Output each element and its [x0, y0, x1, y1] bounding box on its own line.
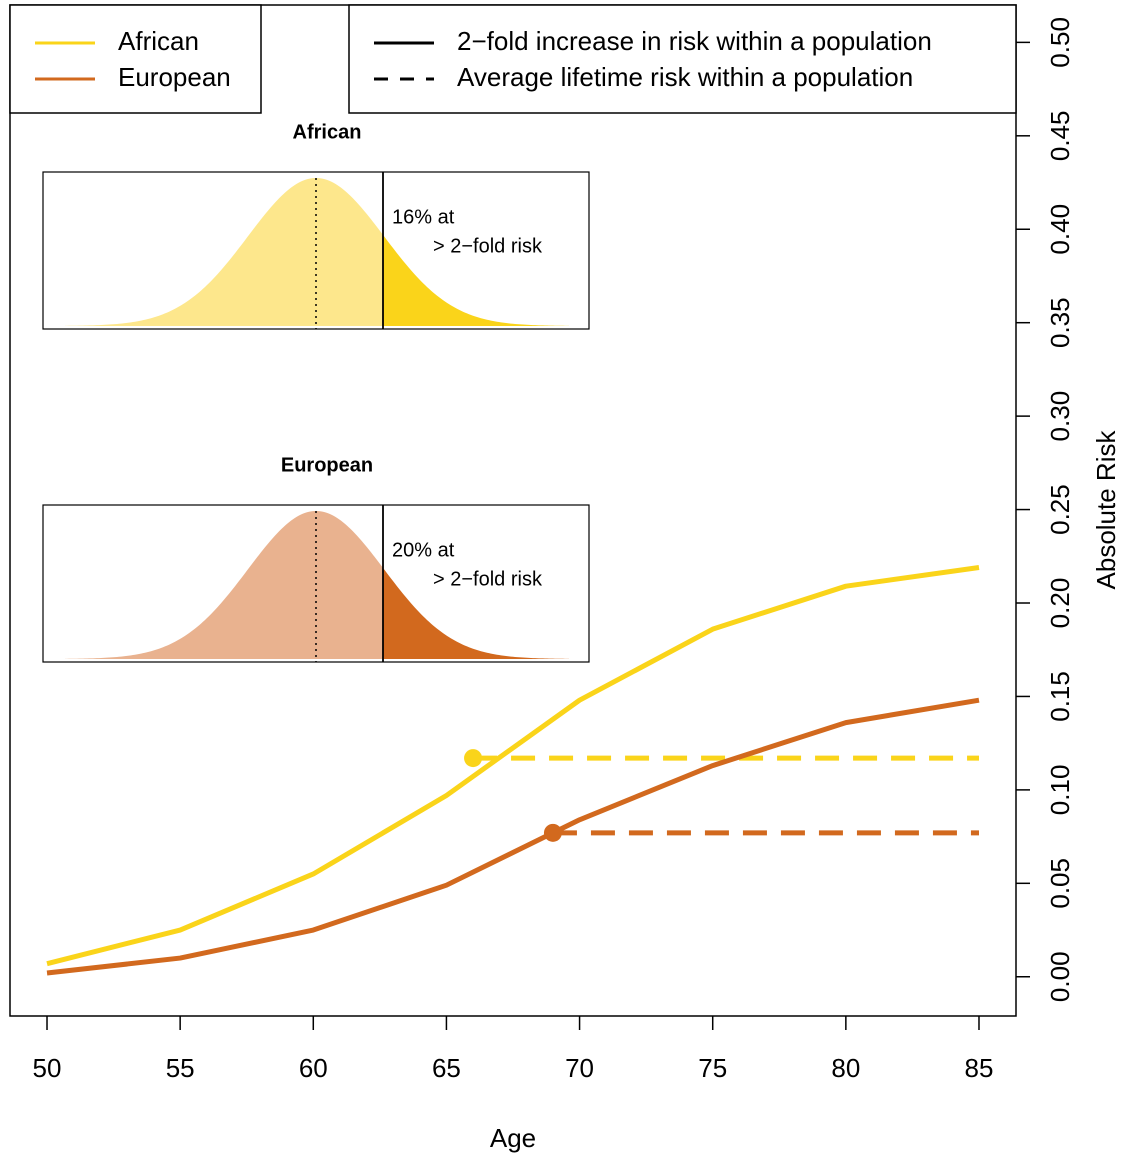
x-tick-label: 60 [299, 1053, 328, 1083]
y-tick-label: 0.40 [1045, 204, 1075, 255]
inset-bell-left [65, 511, 383, 659]
inset-annotation: 16% at [392, 206, 455, 228]
inset-frame [42, 504, 590, 663]
inset-bell-right [383, 234, 569, 326]
y-tick-label: 0.45 [1045, 111, 1075, 162]
inset-title: African [293, 121, 362, 143]
y-tick-label: 0.35 [1045, 297, 1075, 348]
inset-title: European [281, 454, 373, 476]
inset-annotation: > 2−fold risk [433, 568, 543, 590]
inset-annotation: > 2−fold risk [433, 235, 543, 257]
x-tick-label: 85 [965, 1053, 994, 1083]
average-risk-point [464, 749, 483, 768]
legend-label: European [118, 62, 231, 92]
inset-annotation: 20% at [392, 539, 455, 561]
y-tick-label: 0.50 [1045, 17, 1075, 68]
y-tick-label: 0.10 [1045, 765, 1075, 816]
series-line [46, 697, 980, 976]
y-tick-label: 0.20 [1045, 578, 1075, 629]
x-tick-label: 80 [831, 1053, 860, 1083]
y-tick-label: 0.05 [1045, 858, 1075, 909]
legend-box [9, 4, 262, 114]
inset-frame [42, 171, 590, 330]
legend-label: 2−fold increase in risk within a populat… [457, 26, 932, 56]
inset-bell-left [65, 178, 383, 326]
y-axis-label: Absolute Risk [1091, 430, 1121, 590]
x-tick-label: 65 [432, 1053, 461, 1083]
y-tick-label: 0.15 [1045, 671, 1075, 722]
plot-frame [9, 4, 1017, 1017]
x-tick-label: 70 [565, 1053, 594, 1083]
legend-box [348, 4, 1017, 114]
legend-label: Average lifetime risk within a populatio… [457, 62, 913, 92]
inset-bell-right [383, 567, 569, 659]
x-tick-label: 75 [698, 1053, 727, 1083]
x-tick-label: 50 [33, 1053, 62, 1083]
x-axis-label: Age [490, 1123, 536, 1153]
average-risk-point [543, 823, 562, 842]
legend-label: African [118, 26, 199, 56]
y-tick-label: 0.30 [1045, 391, 1075, 442]
series-line [46, 565, 980, 967]
y-tick-label: 0.00 [1045, 951, 1075, 1002]
x-tick-label: 55 [166, 1053, 195, 1083]
y-tick-label: 0.25 [1045, 484, 1075, 535]
